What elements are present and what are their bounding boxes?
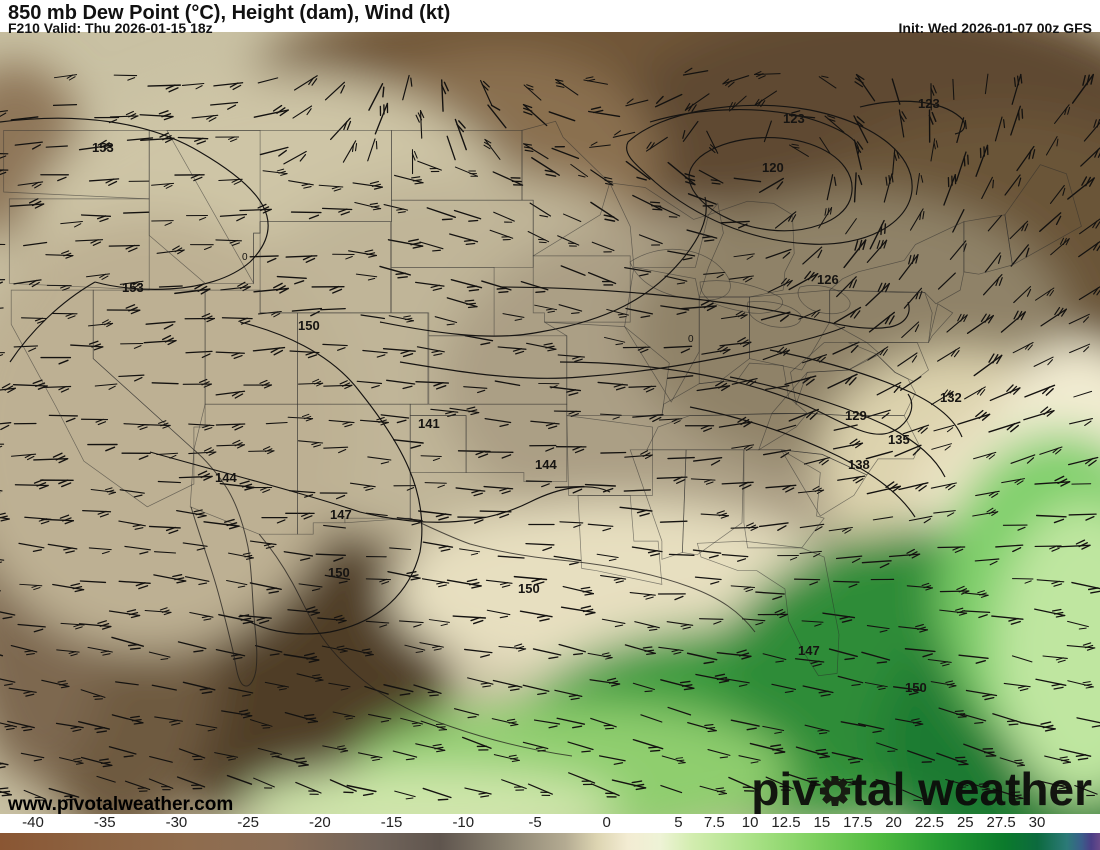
svg-text:141: 141 xyxy=(418,416,440,431)
svg-text:123: 123 xyxy=(918,96,940,111)
svg-text:150: 150 xyxy=(905,680,927,695)
svg-text:123: 123 xyxy=(783,111,805,126)
svg-text:150: 150 xyxy=(328,565,350,580)
svg-text:126: 126 xyxy=(817,272,839,287)
svg-text:132: 132 xyxy=(940,390,962,405)
svg-text:0: 0 xyxy=(242,252,248,263)
svg-text:138: 138 xyxy=(848,457,870,472)
svg-text:135: 135 xyxy=(888,432,910,447)
svg-text:147: 147 xyxy=(330,507,352,522)
svg-text:150: 150 xyxy=(518,581,540,596)
svg-text:153: 153 xyxy=(122,280,144,295)
svg-text:147: 147 xyxy=(798,643,820,658)
svg-text:129: 129 xyxy=(845,408,867,423)
svg-text:153: 153 xyxy=(92,140,114,155)
svg-text:144: 144 xyxy=(535,457,557,472)
svg-text:144: 144 xyxy=(215,470,237,485)
svg-text:120: 120 xyxy=(762,160,784,175)
svg-text:0: 0 xyxy=(688,334,694,345)
svg-text:150: 150 xyxy=(298,318,320,333)
